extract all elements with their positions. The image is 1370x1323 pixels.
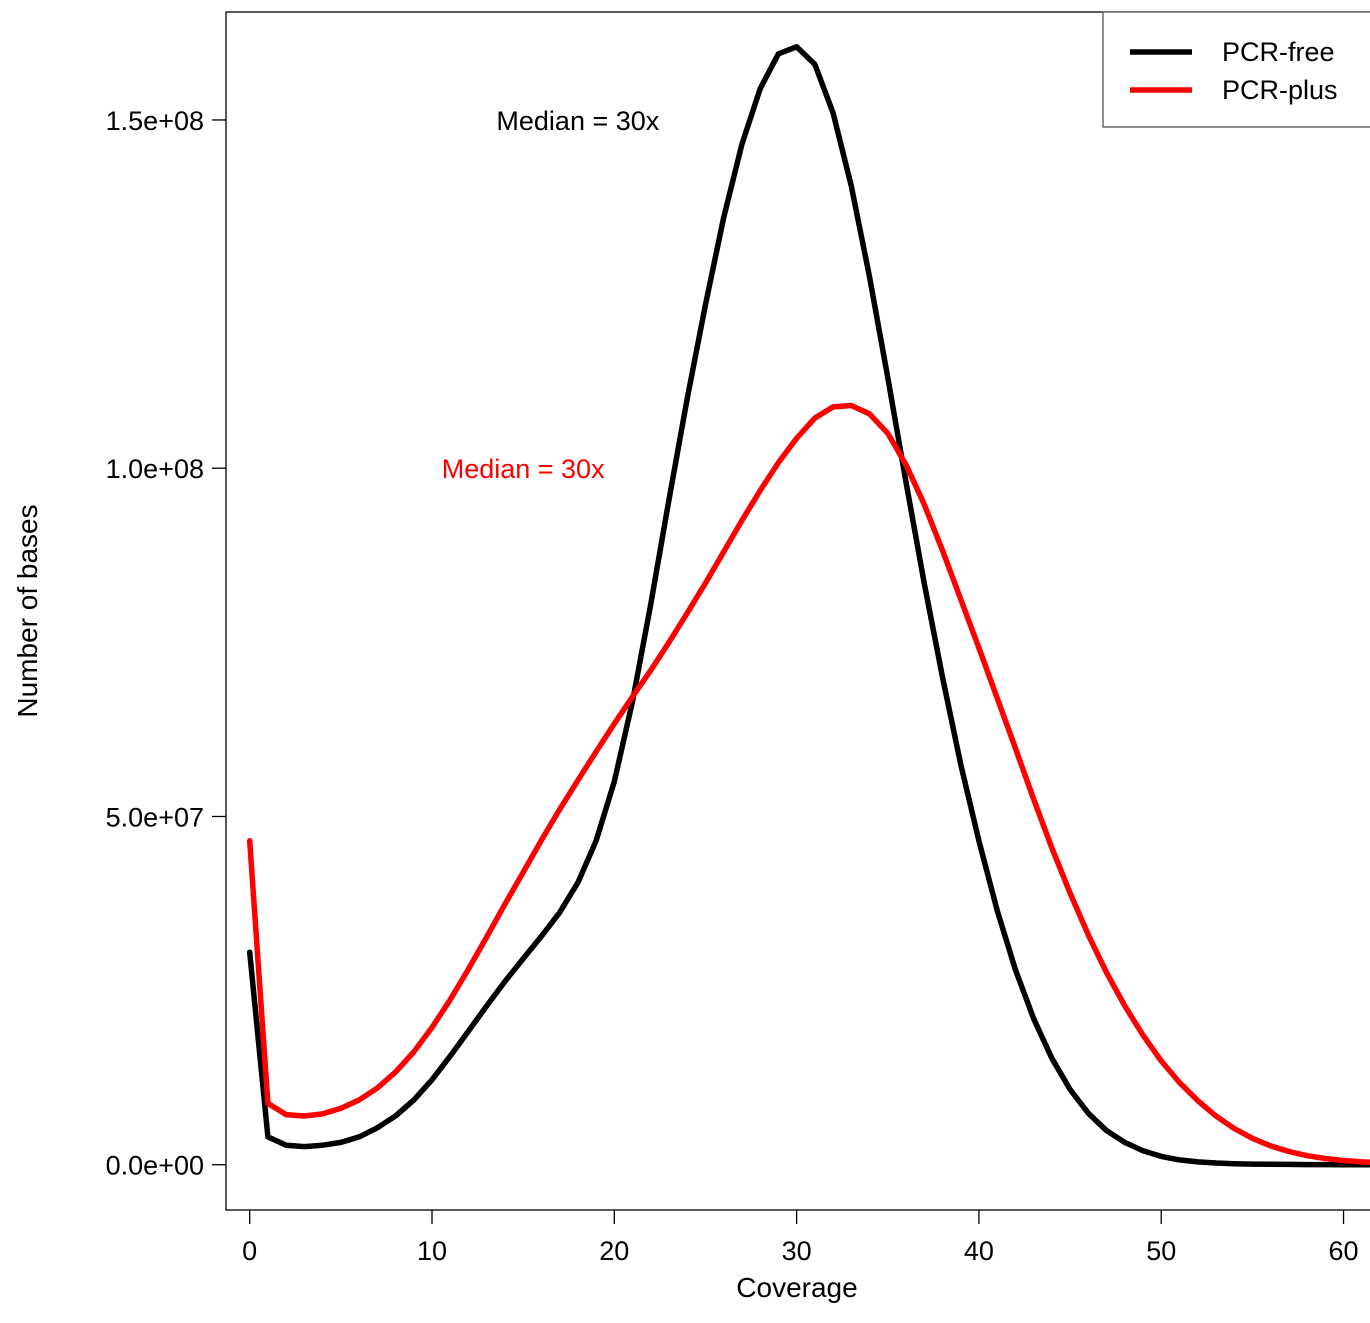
legend-box — [1103, 12, 1370, 127]
y-tick-label: 5.0e+07 — [106, 802, 204, 832]
x-tick-label: 20 — [599, 1236, 629, 1266]
series-line-pcr-plus — [250, 406, 1370, 1163]
x-tick-label: 50 — [1146, 1236, 1176, 1266]
y-tick-label: 0.0e+00 — [106, 1151, 204, 1181]
x-tick-label: 60 — [1329, 1236, 1359, 1266]
y-axis-label: Number of bases — [12, 504, 43, 717]
series-line-pcr-free — [250, 47, 1370, 1165]
median-annotation: Median = 30x — [442, 454, 605, 484]
x-tick-label: 0 — [242, 1236, 257, 1266]
annotations-layer: Median = 30x Median = 30x — [442, 106, 660, 484]
x-axis-label: Coverage — [736, 1272, 857, 1303]
x-tick-label: 10 — [417, 1236, 447, 1266]
x-tick-label: 30 — [782, 1236, 812, 1266]
y-tick-label: 1.0e+08 — [106, 454, 204, 484]
x-tick-label: 40 — [964, 1236, 994, 1266]
y-tick-label: 1.5e+08 — [106, 106, 204, 136]
axes-layer: 0 10 20 30 40 50 60 0.0e+00 5.0e+07 1.0e+08 1.5e+0… — [12, 12, 1370, 1303]
legend: PCR-free PCR-plus — [1103, 12, 1370, 127]
legend-label: PCR-plus — [1222, 75, 1338, 105]
plot-frame — [226, 12, 1370, 1210]
median-annotation: Median = 30x — [496, 106, 659, 136]
legend-label: PCR-free — [1222, 37, 1335, 67]
series-layer — [250, 47, 1370, 1165]
